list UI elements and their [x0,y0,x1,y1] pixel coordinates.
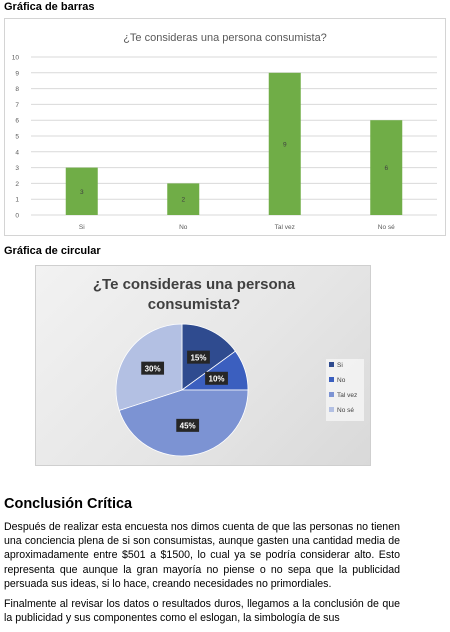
bar-no-sé [370,120,403,215]
y-tick-label: 8 [15,86,19,93]
bar-chart-heading: Gráfica de barras [4,1,95,13]
y-tick-label: 10 [12,55,20,62]
x-tick-label: Tal vez [275,224,295,231]
pie-data-label: 45% [180,422,196,431]
conclusion-title: Conclusión Crítica [4,496,133,512]
pie-data-label-box [187,350,210,364]
y-tick-label: 9 [15,70,19,77]
y-tick-label: 5 [15,134,19,141]
y-tick-label: 1 [15,197,19,204]
y-tick-label: 3 [15,165,19,172]
bar-data-label: 3 [80,189,84,196]
y-tick-label: 6 [15,118,19,125]
legend-swatch [329,392,334,397]
bar-si [65,167,98,215]
legend-swatch [329,362,334,367]
y-tick-label: 2 [15,181,19,188]
conclusion-paragraph-1: Después de realizar esta encuesta nos di… [4,521,400,590]
pie-chart-title-line-1: ¿Te consideras una persona [93,276,296,293]
y-tick-label: 4 [15,149,19,156]
pie-data-label-box [205,371,228,385]
legend-label: Si [337,362,343,369]
pie-chart: ¿Te consideras una persona consumista? 15%… [93,276,364,457]
legend-label: No [337,377,346,384]
pie-data-label: 15% [190,353,206,362]
bar-no [167,183,200,215]
bar-tal-vez [268,72,301,215]
x-tick-label: No [179,224,188,231]
pie-data-label-box [176,418,200,432]
pie-chart-title-line-2: consumista? [148,296,241,313]
legend-label: No sé [337,407,354,414]
bar-chart-title: ¿Te consideras una persona consumista? [123,32,327,44]
conclusion-paragraph-2: Finalmente al revisar los datos o result… [4,598,400,625]
bar-chart-panel: ¿Te consideras una persona consumista? 0 1… [4,18,446,236]
legend-swatch [329,377,334,382]
y-tick-label: 0 [15,213,19,220]
pie-data-label: 30% [145,364,161,373]
pie-chart-heading: Gráfica de circular [4,245,101,257]
y-tick-label: 7 [15,102,19,109]
legend-label: Tal vez [337,392,357,399]
pie-data-label: 10% [209,375,225,384]
legend-swatch [329,407,334,412]
x-tick-label: No sé [378,224,395,231]
bar-chart: ¿Te consideras una persona consumista? 0 1… [12,32,437,231]
bar-data-label: 9 [283,141,287,148]
bar-data-label: 6 [384,165,388,172]
x-tick-label: Si [79,224,85,231]
pie-data-label-box [141,361,165,375]
bar-data-label: 2 [181,197,185,204]
pie-chart-panel: ¿Te consideras una persona consumista? 15%… [35,265,371,466]
